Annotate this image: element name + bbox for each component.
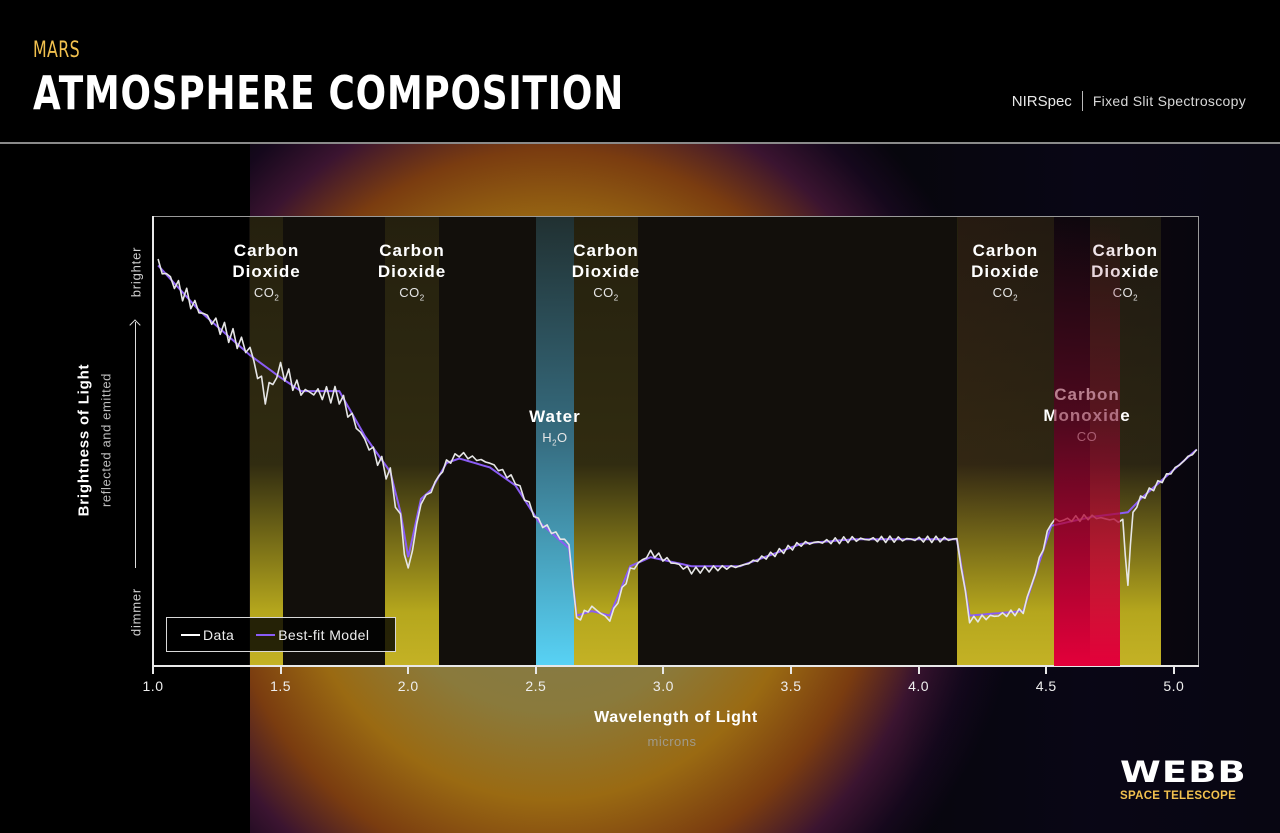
x-axis <box>152 665 1199 667</box>
x-tick-label: 4.0 <box>908 678 930 694</box>
molecule-label: Water H2O <box>529 407 581 448</box>
x-tick-label: 2.5 <box>525 678 547 694</box>
logo-subtitle: SPACE TELESCOPE <box>1120 790 1237 802</box>
x-tick <box>279 667 282 674</box>
molecule-label: Carbon Dioxide CO2 <box>232 241 301 303</box>
y-axis-top-label: brighter <box>128 246 144 298</box>
model-swatch <box>256 633 276 636</box>
legend-model-label: Best-fit Model <box>278 626 370 643</box>
y-axis-title: Brightness of Light <box>75 363 93 517</box>
band-co <box>1053 217 1121 666</box>
chart-legend: Data Best-fit Model <box>166 617 396 652</box>
y-axis <box>152 216 154 667</box>
instrument-label: NIRSpec Fixed Slit Spectroscopy <box>1012 91 1246 111</box>
x-tick <box>534 667 537 674</box>
kicker-label: MARS <box>33 38 81 63</box>
molecule-label: Carbon Dioxide CO2 <box>377 241 447 303</box>
y-axis-subtitle: reflected and emitted <box>98 372 114 508</box>
x-tick <box>1172 667 1175 674</box>
webb-logo: WEBB SPACE TELESCOPE <box>1120 757 1246 802</box>
x-tick-label: 1.0 <box>142 678 164 694</box>
x-tick-label: 3.0 <box>652 678 674 694</box>
molecule-label: Carbon Dioxide CO2 <box>571 241 641 303</box>
arrow-up-icon <box>135 322 136 568</box>
observation-mode: Fixed Slit Spectroscopy <box>1092 93 1246 109</box>
x-tick <box>790 667 792 674</box>
data-swatch <box>181 633 200 636</box>
separator <box>1081 91 1083 111</box>
x-tick <box>917 667 920 674</box>
x-tick <box>152 667 154 674</box>
x-tick <box>662 667 665 674</box>
x-axis-title: Wavelength of Light <box>594 709 758 726</box>
plot-area <box>153 216 1199 666</box>
logo-wordmark: WEBB <box>1120 754 1247 790</box>
x-tick-label: 5.0 <box>1163 678 1185 694</box>
page-title: ATMOSPHERE COMPOSITION <box>33 66 625 120</box>
molecule-label: Carbon Dioxide CO2 <box>971 241 1040 303</box>
x-axis-subtitle: microns <box>647 734 697 749</box>
x-tick-label: 3.5 <box>780 678 802 694</box>
x-tick-label: 1.5 <box>270 678 292 694</box>
x-tick-label: 2.0 <box>397 678 419 694</box>
x-tick <box>1045 667 1048 674</box>
header-divider <box>0 142 1280 144</box>
y-axis-bottom-label: dimmer <box>128 587 144 637</box>
x-tick-label: 4.5 <box>1035 678 1057 694</box>
header: MARS ATMOSPHERE COMPOSITION NIRSpec Fixe… <box>0 0 1280 142</box>
instrument-name: NIRSpec <box>1011 92 1072 110</box>
legend-data-label: Data <box>203 626 235 643</box>
x-tick <box>407 667 410 674</box>
